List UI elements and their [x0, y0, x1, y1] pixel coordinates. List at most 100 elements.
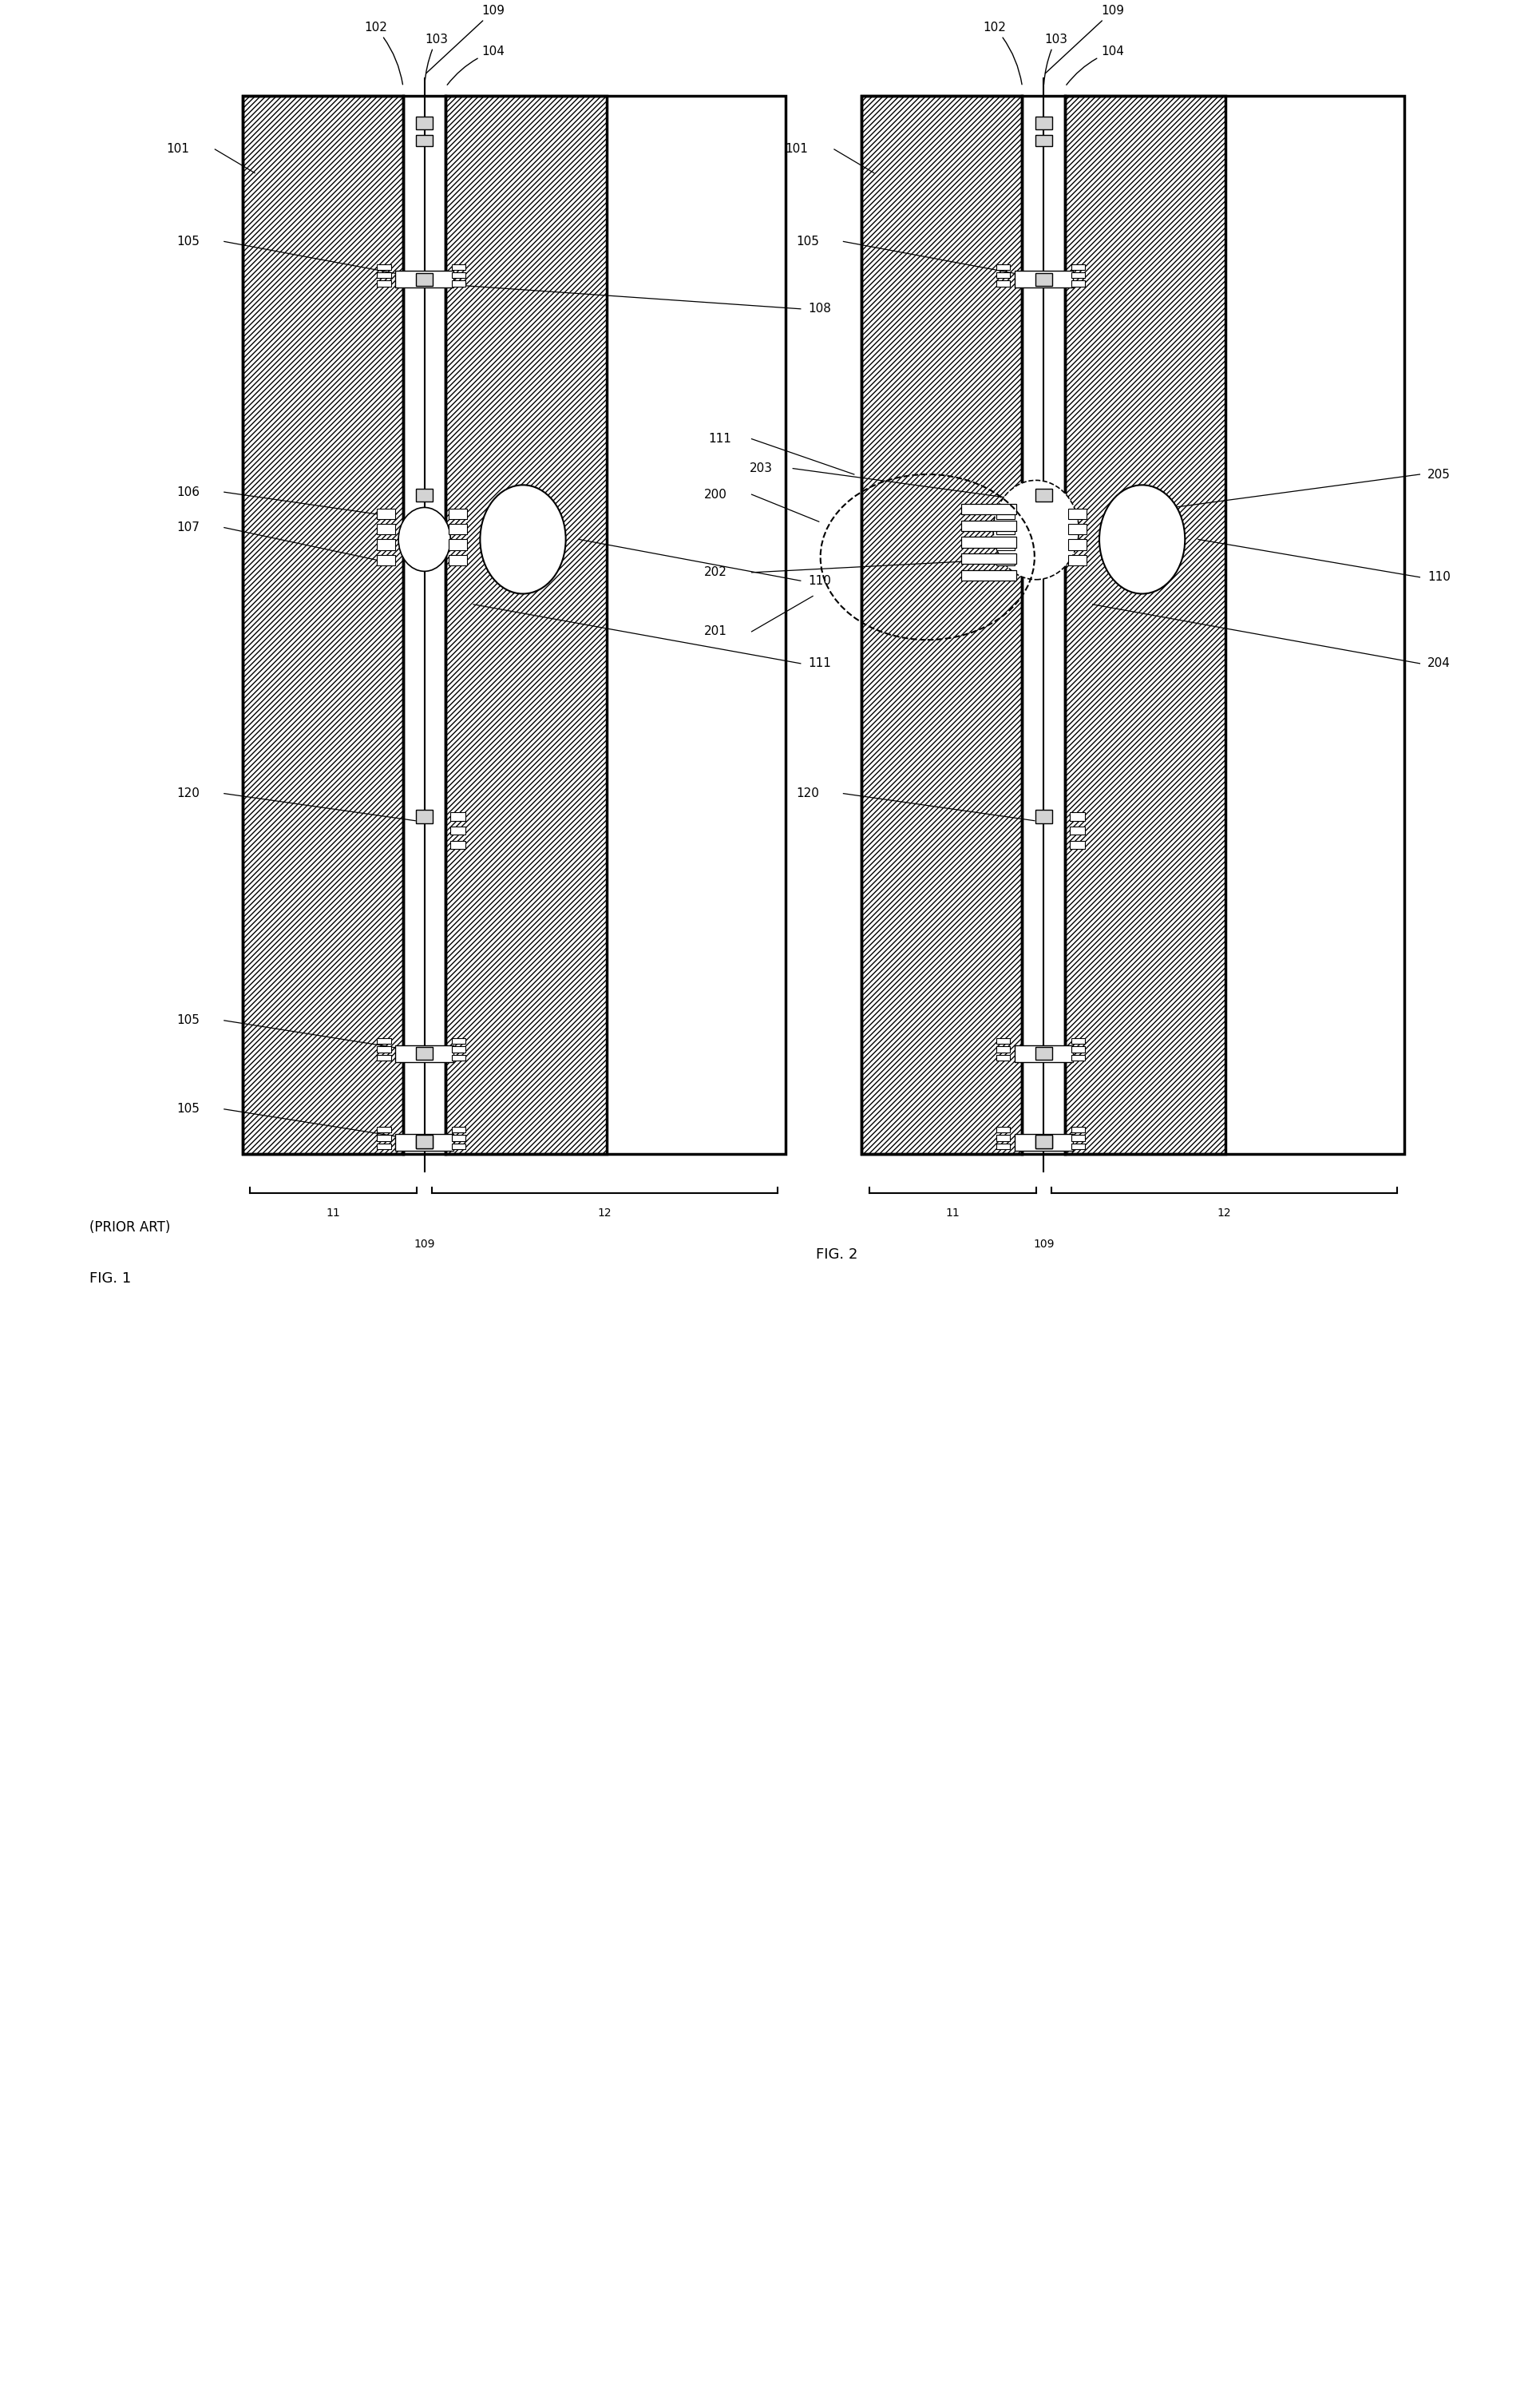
Ellipse shape [1100, 486, 1184, 593]
Text: 102: 102 [983, 21, 1023, 83]
Bar [377, 539, 396, 550]
Text: 11: 11 [946, 1208, 959, 1218]
Text: 204: 204 [1428, 658, 1451, 670]
Text: 102: 102 [363, 21, 403, 83]
Bar [447, 95, 607, 1153]
Bar [996, 265, 1010, 269]
Bar [1035, 1137, 1052, 1149]
Bar [1072, 281, 1086, 286]
Bar [451, 1039, 465, 1044]
Text: 104: 104 [1066, 45, 1124, 86]
Bar [416, 1134, 433, 1149]
Bar [396, 272, 453, 288]
Bar [451, 1056, 465, 1060]
Text: 109: 109 [1046, 5, 1124, 74]
Text: 205: 205 [1428, 469, 1451, 481]
Bar [416, 1137, 433, 1149]
Bar [451, 813, 465, 820]
Text: 110: 110 [809, 574, 832, 586]
Bar [451, 1144, 465, 1149]
Bar [1069, 555, 1087, 565]
Bar [1072, 272, 1086, 279]
Ellipse shape [1018, 508, 1070, 572]
Bar [416, 1046, 433, 1060]
Bar [377, 1046, 391, 1053]
Bar [396, 1046, 453, 1063]
Text: (PRIOR ART): (PRIOR ART) [89, 1220, 171, 1234]
Bar [377, 1134, 391, 1141]
Bar [1035, 489, 1052, 500]
Text: 101: 101 [166, 143, 189, 155]
Bar [450, 539, 467, 550]
Bar [1072, 1127, 1086, 1132]
Text: 104: 104 [447, 45, 505, 86]
Bar [377, 272, 391, 279]
Bar [451, 841, 465, 848]
Bar [996, 1134, 1010, 1141]
Bar [416, 117, 433, 129]
Text: FIG. 1: FIG. 1 [89, 1270, 131, 1284]
Bar [1035, 136, 1052, 145]
Bar [1072, 1144, 1086, 1149]
Bar [1015, 1046, 1073, 1063]
Text: 110: 110 [1428, 572, 1451, 584]
Bar [1072, 1134, 1086, 1141]
Bar [451, 281, 465, 286]
Bar [1035, 810, 1052, 822]
Bar [1035, 117, 1052, 129]
Bar [377, 1056, 391, 1060]
Text: FIG. 2: FIG. 2 [816, 1246, 858, 1261]
Bar [416, 136, 433, 145]
Text: 12: 12 [1217, 1208, 1230, 1218]
Text: 109: 109 [427, 5, 505, 74]
Bar [396, 1134, 453, 1151]
Bar [862, 95, 1023, 1153]
Bar [451, 265, 465, 269]
Bar [1072, 1046, 1086, 1053]
Text: 120: 120 [177, 786, 200, 801]
Bar [1070, 841, 1086, 848]
Bar [1035, 1134, 1052, 1149]
Bar [377, 555, 396, 565]
Bar [242, 95, 403, 1153]
Text: 105: 105 [796, 236, 819, 248]
Bar [416, 272, 433, 286]
Bar [242, 95, 785, 1153]
Bar [377, 265, 391, 269]
Bar [996, 524, 1015, 534]
Bar [996, 1127, 1010, 1132]
Bar [996, 1144, 1010, 1149]
Bar [377, 1144, 391, 1149]
Bar [451, 1127, 465, 1132]
Ellipse shape [993, 481, 1080, 579]
Bar [996, 508, 1015, 519]
Bar [996, 555, 1015, 565]
Text: 11: 11 [326, 1208, 340, 1218]
Bar [1015, 272, 1073, 288]
Text: 105: 105 [177, 1103, 200, 1115]
Bar [996, 539, 1015, 550]
Text: 103: 103 [425, 33, 448, 83]
Bar [1069, 508, 1087, 519]
Bar [996, 281, 1010, 286]
Text: 108: 108 [809, 303, 832, 315]
Bar [996, 1056, 1010, 1060]
Text: 101: 101 [785, 143, 809, 155]
Text: 120: 120 [796, 786, 819, 801]
Bar [1035, 1046, 1052, 1060]
Text: 111: 111 [708, 434, 732, 446]
Bar [961, 553, 1016, 565]
Bar [377, 524, 396, 534]
Text: 107: 107 [177, 522, 200, 534]
Text: 106: 106 [177, 486, 200, 498]
Bar [416, 810, 433, 822]
Bar [416, 489, 433, 500]
Bar [996, 1046, 1010, 1053]
Bar [1069, 539, 1087, 550]
Bar [1015, 1134, 1073, 1151]
Bar [1070, 827, 1086, 834]
Ellipse shape [399, 508, 451, 572]
Text: 201: 201 [704, 627, 727, 639]
Bar [451, 272, 465, 279]
Bar [1072, 1039, 1086, 1044]
